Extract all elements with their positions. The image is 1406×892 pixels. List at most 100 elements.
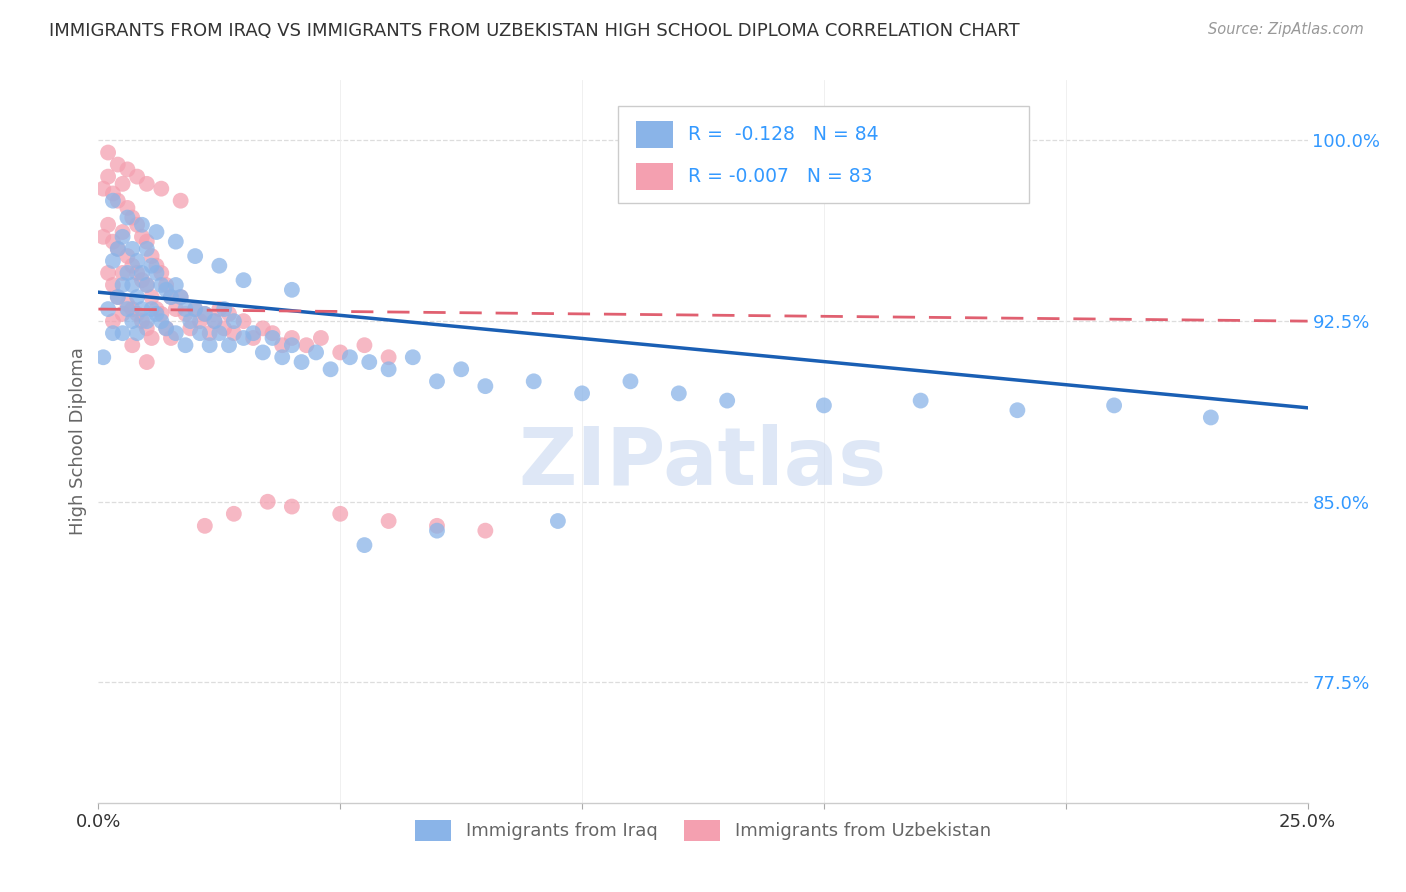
Point [101,278,124,293]
Point [97,145,120,160]
Point [131,273,153,287]
Point [101,186,124,201]
Point [145,225,167,239]
Point [174,307,197,321]
Point [145,301,167,316]
Point [184,301,207,316]
Point [135,235,157,249]
Point [222,326,245,340]
Point [353,338,375,352]
Point [309,331,332,345]
Point [117,297,139,311]
Point [131,230,153,244]
Point [271,350,294,364]
Point [547,514,569,528]
Point [135,278,157,293]
Point [218,307,240,321]
Point [111,225,134,239]
Point [1199,410,1222,425]
Point [121,301,143,316]
Point [165,235,187,249]
Point [155,321,177,335]
Point [242,326,264,340]
Point [204,314,226,328]
Point [198,338,221,352]
Point [910,393,932,408]
Point [117,266,139,280]
Point [165,326,187,340]
Text: Source: ZipAtlas.com: Source: ZipAtlas.com [1208,22,1364,37]
Point [127,326,149,340]
Point [813,398,835,412]
Point [101,253,124,268]
Point [450,362,472,376]
Point [155,321,177,335]
Point [101,235,124,249]
Point [208,326,231,340]
Point [121,259,143,273]
Point [619,374,641,388]
Point [169,194,191,208]
Point [121,338,143,352]
Point [474,524,496,538]
Point [111,266,134,280]
Bar [637,162,672,190]
Point [145,307,167,321]
Point [295,338,318,352]
Point [97,218,120,232]
Point [121,278,143,293]
Point [117,162,139,177]
Point [377,362,399,376]
Point [135,314,157,328]
Point [281,500,304,514]
Point [135,242,157,256]
Point [107,290,129,304]
Point [127,218,149,232]
Point [91,181,114,195]
Point [107,157,129,171]
Point [426,518,449,533]
Text: R =  -0.128   N = 84: R = -0.128 N = 84 [689,125,879,144]
Point [169,290,191,304]
Point [145,266,167,280]
Point [91,350,114,364]
Point [160,290,183,304]
Point [242,331,264,345]
Point [169,290,191,304]
Point [107,194,129,208]
Point [127,253,149,268]
Point [222,507,245,521]
Point [377,514,399,528]
Point [97,266,120,280]
Point [111,177,134,191]
Point [135,177,157,191]
Point [121,242,143,256]
Point [402,350,425,364]
Point [107,290,129,304]
Point [107,242,129,256]
Point [179,321,201,335]
Point [174,338,197,352]
Point [135,278,157,293]
Point [101,194,124,208]
Point [184,249,207,263]
Point [194,307,217,321]
Y-axis label: High School Diploma: High School Diploma [69,348,87,535]
Point [179,314,201,328]
Text: ZIPatlas: ZIPatlas [519,425,887,502]
Point [150,314,173,328]
Point [426,524,449,538]
Legend: Immigrants from Iraq, Immigrants from Uzbekistan: Immigrants from Iraq, Immigrants from Uz… [408,813,998,848]
Point [305,345,328,359]
Point [127,290,149,304]
Point [165,301,187,316]
Point [262,331,284,345]
Point [101,326,124,340]
Point [668,386,690,401]
Point [208,301,231,316]
Point [252,345,274,359]
Point [150,307,173,321]
Point [150,181,173,195]
Point [426,374,449,388]
Point [101,314,124,328]
